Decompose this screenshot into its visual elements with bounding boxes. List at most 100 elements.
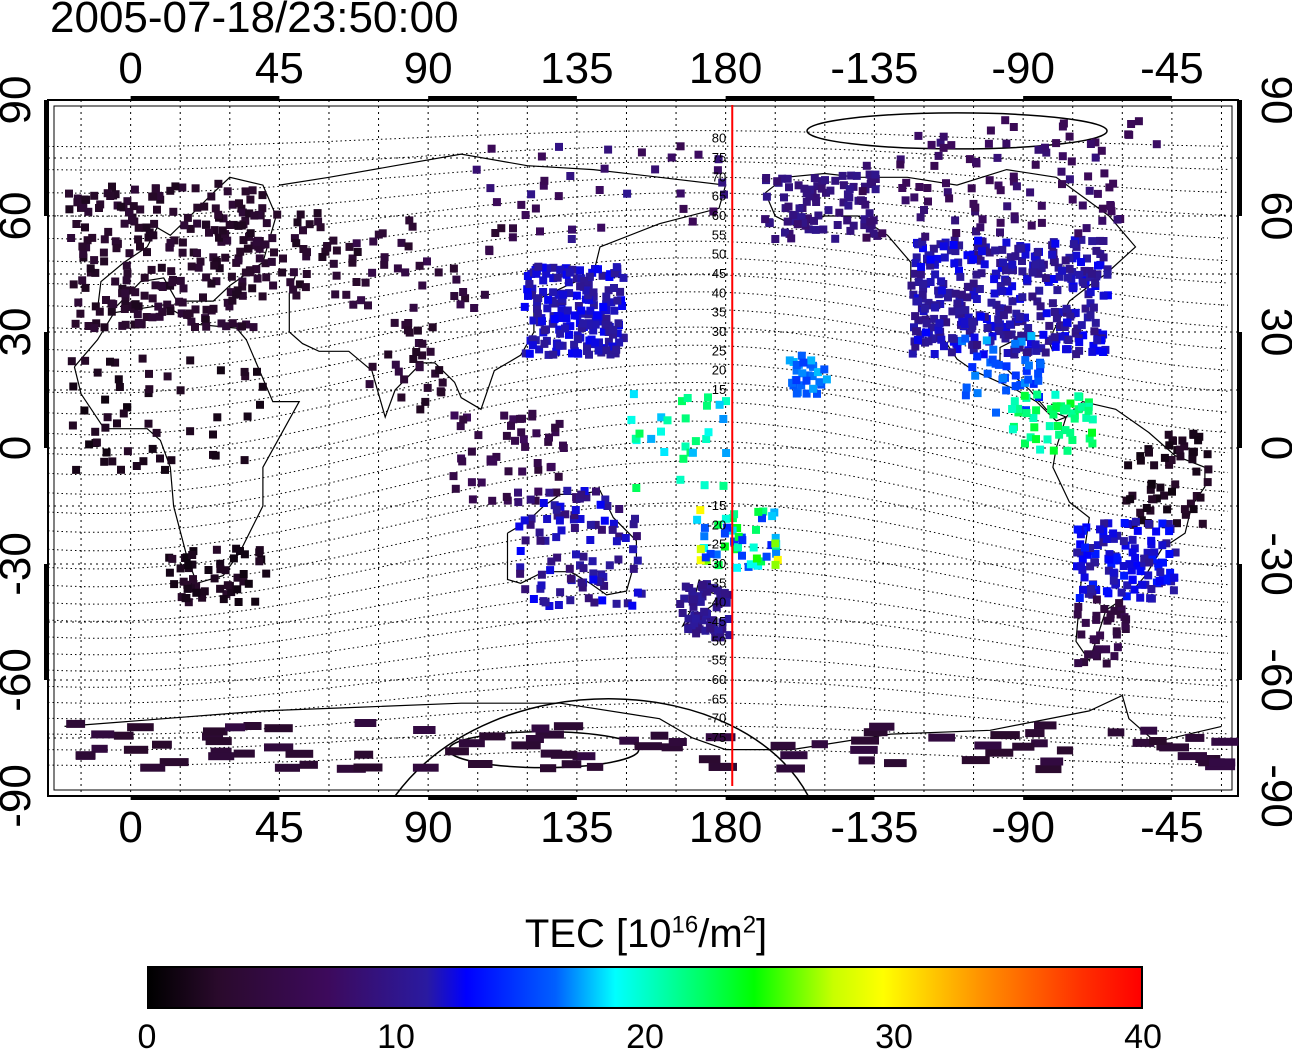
tec-cell-antarctica <box>650 731 669 740</box>
tec-cell-antarctica <box>634 742 662 751</box>
tec-cell-antarctica <box>540 764 557 773</box>
tec-cell-africa-south <box>182 553 191 562</box>
tec-cell-north-america <box>1066 312 1075 321</box>
tec-cell-south-america-south <box>1084 650 1093 659</box>
tec-cell-north-america <box>1022 243 1031 252</box>
tec-cell-alaska <box>844 201 853 210</box>
tec-cell-india <box>428 323 437 332</box>
tec-cell-alaska <box>773 177 782 186</box>
tec-cell-north-america <box>955 266 963 275</box>
tec-cell-africa-north <box>119 409 128 418</box>
tec-cell-north-america <box>1096 260 1105 269</box>
tec-cell-north-america <box>1091 318 1100 327</box>
tec-cell-europe <box>254 210 263 219</box>
tec-cell-north-america <box>963 282 972 291</box>
tec-cell-south-america-south <box>1092 611 1101 620</box>
coastline <box>64 694 1222 751</box>
tec-cell-siberia <box>539 181 548 190</box>
tec-cell-east-asia <box>543 264 551 273</box>
colorbar-tick-label: 20 <box>626 1018 664 1056</box>
tec-cell-canada-north <box>1058 180 1066 189</box>
tec-cell-north-america <box>1058 266 1066 275</box>
tec-cell-pacific-islands <box>647 434 656 443</box>
tec-cell-north-america <box>1086 299 1095 308</box>
tec-cell-south-america-mid <box>1105 550 1114 559</box>
meridian-label: 15 <box>712 382 726 397</box>
tec-cell-north-america <box>1077 321 1086 330</box>
tec-cell-south-america-mid <box>1127 566 1136 575</box>
tec-cell-africa-south <box>244 579 253 588</box>
tec-cell-africa-north <box>72 465 81 474</box>
tec-cell-east-asia <box>528 341 537 350</box>
tec-cell-south-america-south <box>1110 652 1119 661</box>
tec-cell-russia-west <box>289 268 298 277</box>
tec-cell-mexico <box>962 383 971 392</box>
tec-cell-canada-north <box>1098 216 1107 225</box>
tec-cell-north-america <box>1023 274 1032 283</box>
tec-cell-north-america <box>963 251 972 260</box>
tec-cell-antarctica <box>1012 742 1035 751</box>
tec-cell-south-america-mid <box>1087 585 1095 593</box>
tec-cell-canada-north <box>1057 167 1066 176</box>
tec-cell-siberia <box>540 176 549 185</box>
tec-cell-central-asia <box>508 233 517 242</box>
tec-cell-alaska <box>860 215 869 224</box>
tec-cell-africa-north <box>258 382 267 391</box>
tec-cell-east-asia <box>539 288 548 296</box>
tec-cell-north-america <box>946 246 955 255</box>
tec-cell-europe <box>193 203 202 212</box>
tec-cell-north-america <box>929 244 938 253</box>
tec-cell-south-america-mid <box>1164 520 1173 528</box>
tec-cell-central-asia <box>397 238 406 247</box>
tec-cell-east-asia <box>565 268 574 277</box>
tec-cell-east-asia <box>589 326 598 335</box>
tec-cell-europe <box>86 264 95 273</box>
tec-cell-antarctica <box>159 758 189 767</box>
tec-cell-india <box>413 326 422 335</box>
tec-cell-north-america <box>912 327 921 336</box>
tec-cell-north-america <box>953 345 962 354</box>
tec-cell-north-america <box>1093 336 1102 345</box>
tec-cell-europe <box>72 220 81 228</box>
tec-cell-europe <box>107 307 116 316</box>
tec-cell-north-america <box>988 332 997 341</box>
tec-cell-russia-west <box>332 246 341 255</box>
tec-cell-mexico <box>1034 376 1043 385</box>
tec-cell-siberia <box>651 165 660 174</box>
tec-cell-antarctica <box>1140 726 1158 735</box>
tec-cell-central-america <box>1054 422 1062 430</box>
tec-cell-south-america-north <box>1156 483 1165 492</box>
tec-cell-australia <box>615 505 624 513</box>
tec-cell-south-pacific <box>706 549 715 558</box>
tec-cell-hawaii <box>799 358 808 367</box>
tec-cell-east-asia <box>619 334 628 343</box>
tec-cell-antarctica <box>412 763 439 772</box>
tec-cell-australia <box>632 532 641 541</box>
tec-cell-north-america <box>1037 344 1046 353</box>
tec-cell-south-america-mid <box>1083 550 1092 559</box>
tec-cell-australia <box>553 511 562 520</box>
tec-cell-canada-north <box>920 206 928 214</box>
tec-cell-central-america <box>1084 406 1093 415</box>
tec-cell-new-zealand <box>713 586 722 595</box>
tec-cell-africa-north <box>101 395 110 404</box>
tec-cell-hawaii <box>797 351 806 360</box>
tec-cell-europe <box>81 283 90 292</box>
tec-cell-canada-north <box>976 223 985 232</box>
tec-cell-canada-north <box>923 184 932 192</box>
tec-cell-south-america-north <box>1147 479 1156 488</box>
frame-bar-left <box>44 100 49 216</box>
tec-cell-south-america-mid <box>1075 594 1084 602</box>
tec-cell-australia <box>563 486 572 495</box>
tec-cell-pacific-islands <box>631 434 640 443</box>
tec-cell-africa-north <box>211 451 220 460</box>
tec-cell-south-america-mid <box>1105 555 1114 564</box>
tec-cell-north-america <box>1039 330 1048 339</box>
tec-cell-arctic <box>1134 117 1143 126</box>
tec-cell-africa-north <box>145 385 154 394</box>
tec-cell-europe <box>209 304 218 313</box>
tec-cell-antarctica <box>75 751 96 760</box>
tec-cell-russia-west <box>345 242 354 251</box>
mag-lat-contour <box>47 725 1229 751</box>
tec-cell-russia-west <box>268 234 277 243</box>
